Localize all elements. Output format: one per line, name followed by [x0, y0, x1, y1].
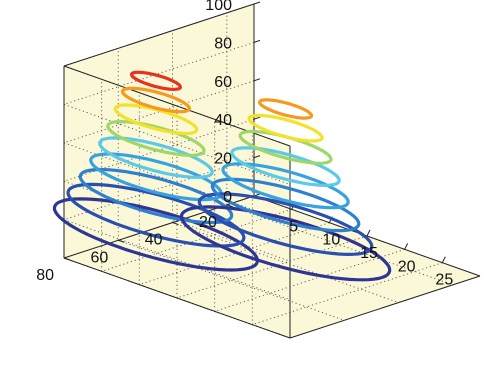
- contour-level: [89, 152, 223, 202]
- x-tick-label: 15: [360, 245, 378, 262]
- z-tick-label: 40: [214, 112, 232, 129]
- z-tick-label: 60: [214, 74, 232, 91]
- z-tick-mark: [253, 1, 261, 5]
- contour-level: [106, 119, 206, 157]
- y-tick-mark: [226, 204, 234, 208]
- contour-level: [52, 197, 259, 272]
- contour-level: [78, 167, 234, 225]
- y-tick-label: 20: [199, 214, 217, 231]
- contour-level: [120, 86, 191, 114]
- contour-level: [179, 205, 392, 282]
- z-tick-mark: [253, 116, 261, 120]
- z-tick-mark: [253, 155, 261, 159]
- x-tick-label: 10: [322, 232, 340, 249]
- contour-level: [98, 136, 214, 179]
- contour-level: [247, 113, 324, 143]
- contour-level: [210, 177, 361, 233]
- z-tick-label: 20: [214, 151, 232, 168]
- y-tick-label: 80: [36, 267, 54, 284]
- tick-labels: 0 20 40 60 80 100 20 40 60 80 5 10 15 20 25: [36, 0, 453, 289]
- contour-level: [258, 98, 314, 120]
- x-tick-label: 25: [435, 272, 453, 289]
- x-tick-label: 5: [289, 218, 298, 235]
- contour-series: [52, 70, 259, 272]
- contour-level: [113, 103, 199, 136]
- floor-right-edge: [289, 275, 481, 339]
- z-tick-label: 0: [223, 189, 232, 206]
- contour-level: [230, 146, 341, 188]
- x-tick-mark: [366, 229, 371, 237]
- contour-level: [238, 129, 333, 165]
- y-tick-label: 40: [145, 232, 163, 249]
- floor-pane: [64, 196, 480, 338]
- y-tick-mark: [172, 222, 179, 226]
- z-tick-label: 80: [214, 35, 232, 52]
- x-tick-mark: [441, 256, 446, 263]
- contour-level: [221, 162, 350, 210]
- z-tick-mark: [253, 78, 261, 82]
- contour-level: [130, 70, 182, 92]
- z-tick-label: 100: [205, 0, 232, 14]
- side-top-edge: [63, 3, 255, 67]
- z-tick-mark: [253, 39, 261, 43]
- x-tick-mark: [404, 243, 409, 250]
- contour-series: [179, 98, 392, 282]
- x-tick-label: 20: [398, 258, 416, 275]
- y-tick-mark: [118, 239, 125, 243]
- y-tick-mark: [63, 257, 71, 261]
- contour-lines: [52, 70, 392, 282]
- floor-back-edge: [63, 257, 291, 339]
- y-tick-label: 60: [90, 249, 108, 266]
